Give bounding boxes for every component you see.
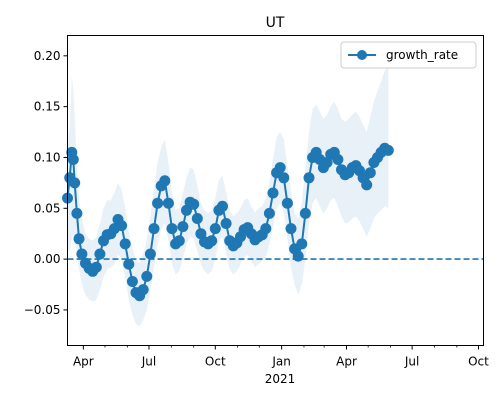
x-tick-label: Apr bbox=[73, 355, 94, 369]
plot-frame bbox=[67, 35, 484, 346]
growth-rate-point bbox=[141, 270, 153, 282]
confidence-band-layer bbox=[67, 66, 389, 327]
growth-rate-point bbox=[152, 197, 164, 209]
y-tick-label: 0.15 bbox=[34, 100, 61, 114]
growth-rate-point bbox=[162, 197, 174, 209]
growth-rate-point bbox=[188, 198, 200, 210]
growth-rate-point bbox=[116, 220, 128, 232]
growth-rate-point bbox=[285, 223, 297, 235]
growth-rate-point bbox=[69, 177, 81, 189]
growth-rate-point bbox=[260, 223, 272, 235]
growth-rate-point bbox=[217, 200, 228, 212]
growth-rate-point bbox=[206, 235, 218, 247]
x-tick-label: Jul bbox=[404, 355, 419, 369]
x-axis-ticks: Apr Jul Oct Jan Apr Jul Oct bbox=[73, 345, 489, 369]
y-tick-label: 0.10 bbox=[34, 150, 61, 164]
y-tick-label: 0.00 bbox=[34, 252, 61, 266]
growth-rate-point bbox=[299, 207, 311, 219]
growth-rate-point bbox=[119, 238, 131, 250]
growth-rate-point bbox=[173, 235, 185, 247]
growth-rate-point bbox=[177, 221, 189, 233]
y-tick-label: 0.20 bbox=[34, 49, 61, 63]
growth-rate-point bbox=[94, 248, 106, 260]
x-tick-label: Oct bbox=[205, 355, 226, 369]
growth-rate-point bbox=[76, 248, 88, 260]
growth-rate-point bbox=[209, 223, 221, 235]
growth-rate-point bbox=[292, 250, 304, 262]
x-tick-label: Apr bbox=[336, 355, 357, 369]
y-axis-ticks: −0.05 0.00 0.05 0.10 0.15 0.20 bbox=[24, 49, 68, 317]
growth-rate-point bbox=[278, 172, 290, 184]
growth-rate-point bbox=[90, 261, 102, 273]
x-tick-label: Oct bbox=[468, 355, 489, 369]
growth-rate-point bbox=[67, 154, 79, 165]
growth-rate-point bbox=[73, 233, 85, 245]
growth-rate-point bbox=[137, 284, 149, 296]
growth-rate-point bbox=[382, 144, 394, 156]
growth-rate-point bbox=[296, 238, 308, 250]
growth-rate-point bbox=[123, 258, 135, 270]
series-points-layer bbox=[62, 142, 394, 302]
x-tick-label: Jul bbox=[141, 355, 156, 369]
growth-rate-point bbox=[281, 197, 293, 209]
x-tick-label: Jan bbox=[271, 355, 291, 369]
growth-rate-point bbox=[361, 179, 373, 191]
growth-rate-point bbox=[303, 172, 315, 184]
y-tick-label: −0.05 bbox=[24, 303, 61, 317]
confidence-band bbox=[67, 66, 389, 327]
growth-rate-point bbox=[166, 223, 178, 235]
legend-marker-swatch bbox=[357, 50, 367, 60]
growth-rate-point bbox=[267, 187, 279, 199]
chart-title: UT bbox=[266, 15, 285, 31]
x-axis-year-label: 2021 bbox=[265, 372, 296, 386]
y-tick-label: 0.05 bbox=[34, 201, 61, 215]
growth-rate-point bbox=[263, 207, 275, 219]
growth-rate-point bbox=[71, 207, 83, 219]
legend-box bbox=[340, 41, 477, 69]
growth-rate-point bbox=[220, 218, 232, 229]
legend: growth_rate bbox=[340, 41, 477, 69]
growth-rate-point bbox=[159, 175, 171, 187]
growth-rate-point bbox=[332, 154, 344, 165]
growth-rate-point bbox=[144, 248, 156, 260]
legend-label: growth_rate bbox=[386, 48, 458, 62]
growth-rate-point bbox=[126, 276, 138, 287]
growth-rate-point bbox=[191, 213, 203, 224]
growth-rate-point bbox=[148, 223, 160, 235]
growth-rate-point bbox=[364, 167, 376, 179]
growth-rate-point bbox=[274, 162, 286, 174]
